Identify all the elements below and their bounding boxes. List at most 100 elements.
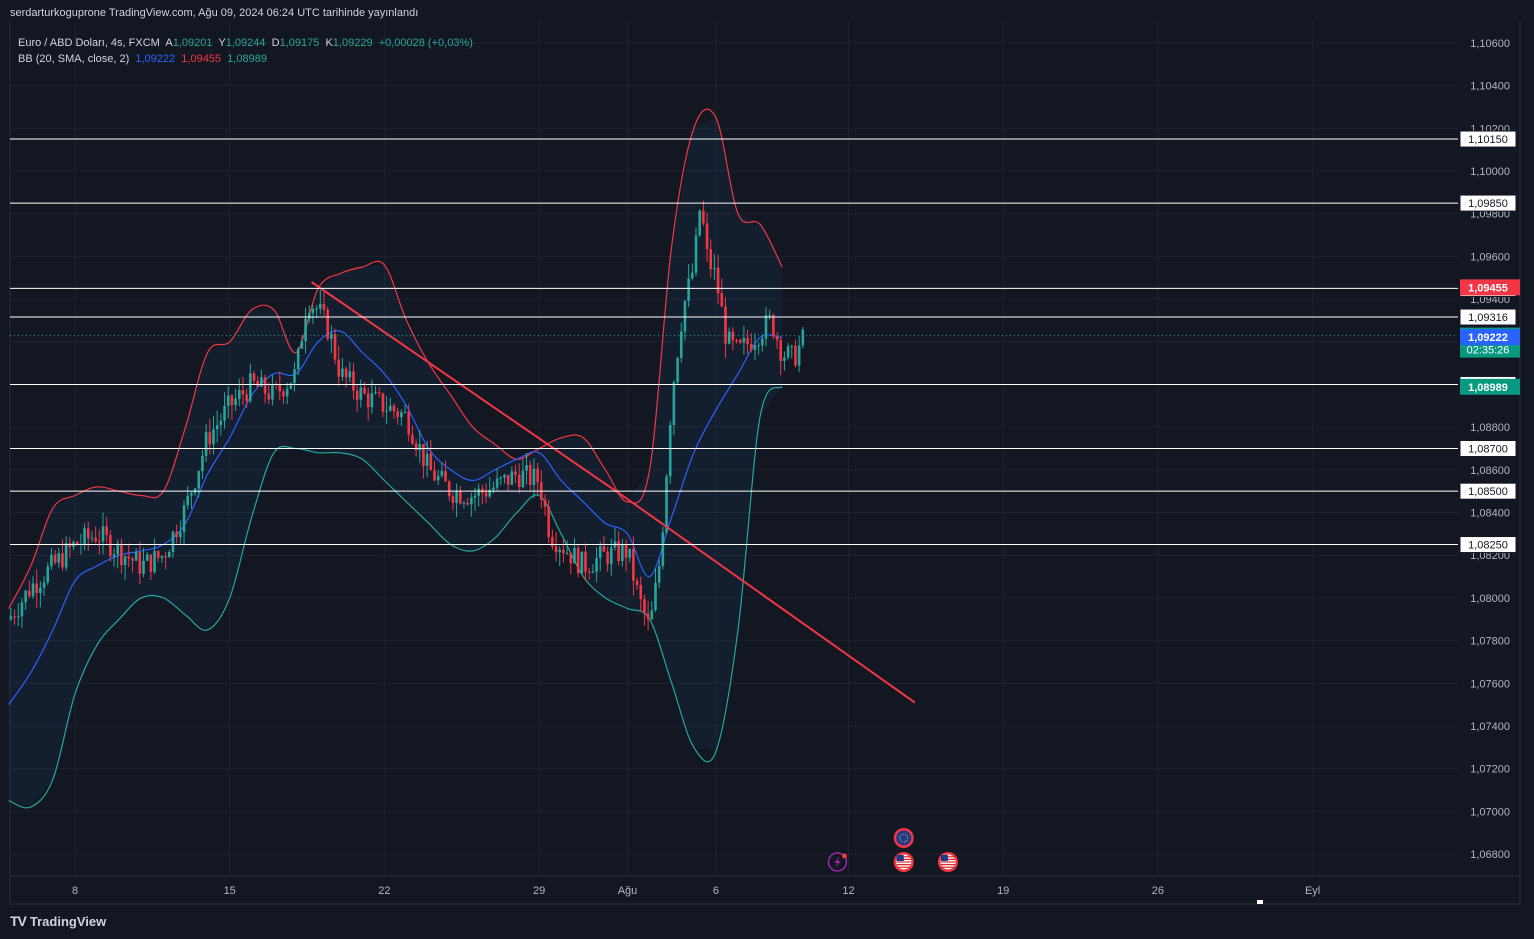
candle-body [131,558,134,561]
candle-body [650,610,654,620]
candle-body [458,491,462,504]
candle-body [691,272,694,279]
candle-body [657,565,661,583]
candle-body [683,300,687,332]
candle-body [215,425,219,430]
candle-body [50,554,53,567]
candle-body [226,395,230,406]
candle-body [580,551,584,574]
candle-body [440,471,444,476]
candle-body [536,468,539,483]
candle-body [112,554,116,557]
candle-body [595,557,598,572]
candle-body [558,549,562,553]
candle-body [786,346,790,358]
candle-body [543,499,547,507]
publish-text: serdarturkoguprone TradingView.com, Ağu … [10,7,419,19]
candle-body [661,532,665,566]
candle-body [109,534,112,557]
candle-body [783,357,786,361]
candle-body [186,495,190,506]
candle-body [182,505,186,532]
candle-body [31,583,35,597]
candle-body [57,553,61,563]
bb-lower-line [8,386,783,809]
candle-body [591,571,595,573]
close-value: 1,09229 [332,37,373,49]
candle-body [234,398,237,406]
candle-body [768,315,771,317]
candle-body [562,549,565,554]
candle-body [385,410,388,412]
candle-body [705,223,709,250]
candle-body [643,599,646,614]
candle-body [801,329,805,346]
x-tick-label: 22 [378,885,390,897]
level-tag [1459,482,1517,500]
candle-body [167,551,171,558]
open-label: A [165,37,173,49]
candle-body [687,278,690,301]
symbol-label[interactable]: Euro / ABD Doları, 4s, FXCM [18,37,160,49]
y-tick-label: 1,07000 [1470,806,1510,818]
tradingview-footer: TV TradingView [10,913,106,929]
candle-body [746,337,749,344]
y-tick-label: 1,10000 [1470,166,1510,178]
candle-body [190,493,193,496]
bb-label[interactable]: BB (20, SMA, close, 2) [18,53,130,65]
candle-body [488,489,492,497]
candle-body [455,491,458,503]
low-value: 1,09175 [279,37,320,49]
candle-body [68,543,72,547]
candle-body [547,506,550,538]
candle-body [296,348,300,370]
candle-body [355,390,359,400]
candle-body [425,453,429,466]
candle-body [757,345,760,347]
chart-legend: Euro / ABD Doları, 4s, FXCM A1,09201 Y1,… [18,35,473,67]
candle-body [528,464,532,485]
candle-body [617,541,620,561]
candle-body [418,444,422,451]
level-tag [1459,194,1517,212]
x-tick-label: 26 [1152,885,1164,897]
candle-body [713,267,716,270]
candle-body [300,341,304,349]
change-value: +0,00028 (+0,03%) [378,37,473,49]
candle-body [344,368,348,378]
level-tag-label: 1,08500 [1468,486,1508,498]
candle-body [289,383,293,389]
candle-body [492,487,495,490]
trendline[interactable] [310,281,916,704]
candle-body [267,393,271,400]
candle-body [160,556,164,558]
price-tag-label: 1,09455 [1468,282,1508,294]
bb-mid-value: 1,09222 [135,53,176,65]
eu-flag-icon [896,830,912,846]
candle-body [363,387,366,394]
candle-body [407,411,411,435]
candle-body [606,551,609,565]
candle-body [42,582,46,588]
tradingview-logo-icon: TV [10,913,27,929]
bb-fill [8,117,783,807]
candle-body [665,476,668,533]
candle-body [127,556,131,559]
notification-dot-icon [841,853,847,859]
candle-body [359,387,363,400]
candle-body [521,470,525,488]
x-tick-label: Eyl [1305,885,1320,897]
candle-body [142,560,145,574]
candle-body [403,411,407,413]
candle-body [573,547,576,564]
candle-body [53,554,57,563]
candle-body [249,373,252,401]
x-tick-label: 19 [997,885,1009,897]
open-value: 1,09201 [172,37,213,49]
candle-body [565,552,569,554]
candle-body [709,249,713,270]
candle-body [256,381,259,387]
candle-body [330,333,333,339]
candle-body [761,338,764,346]
